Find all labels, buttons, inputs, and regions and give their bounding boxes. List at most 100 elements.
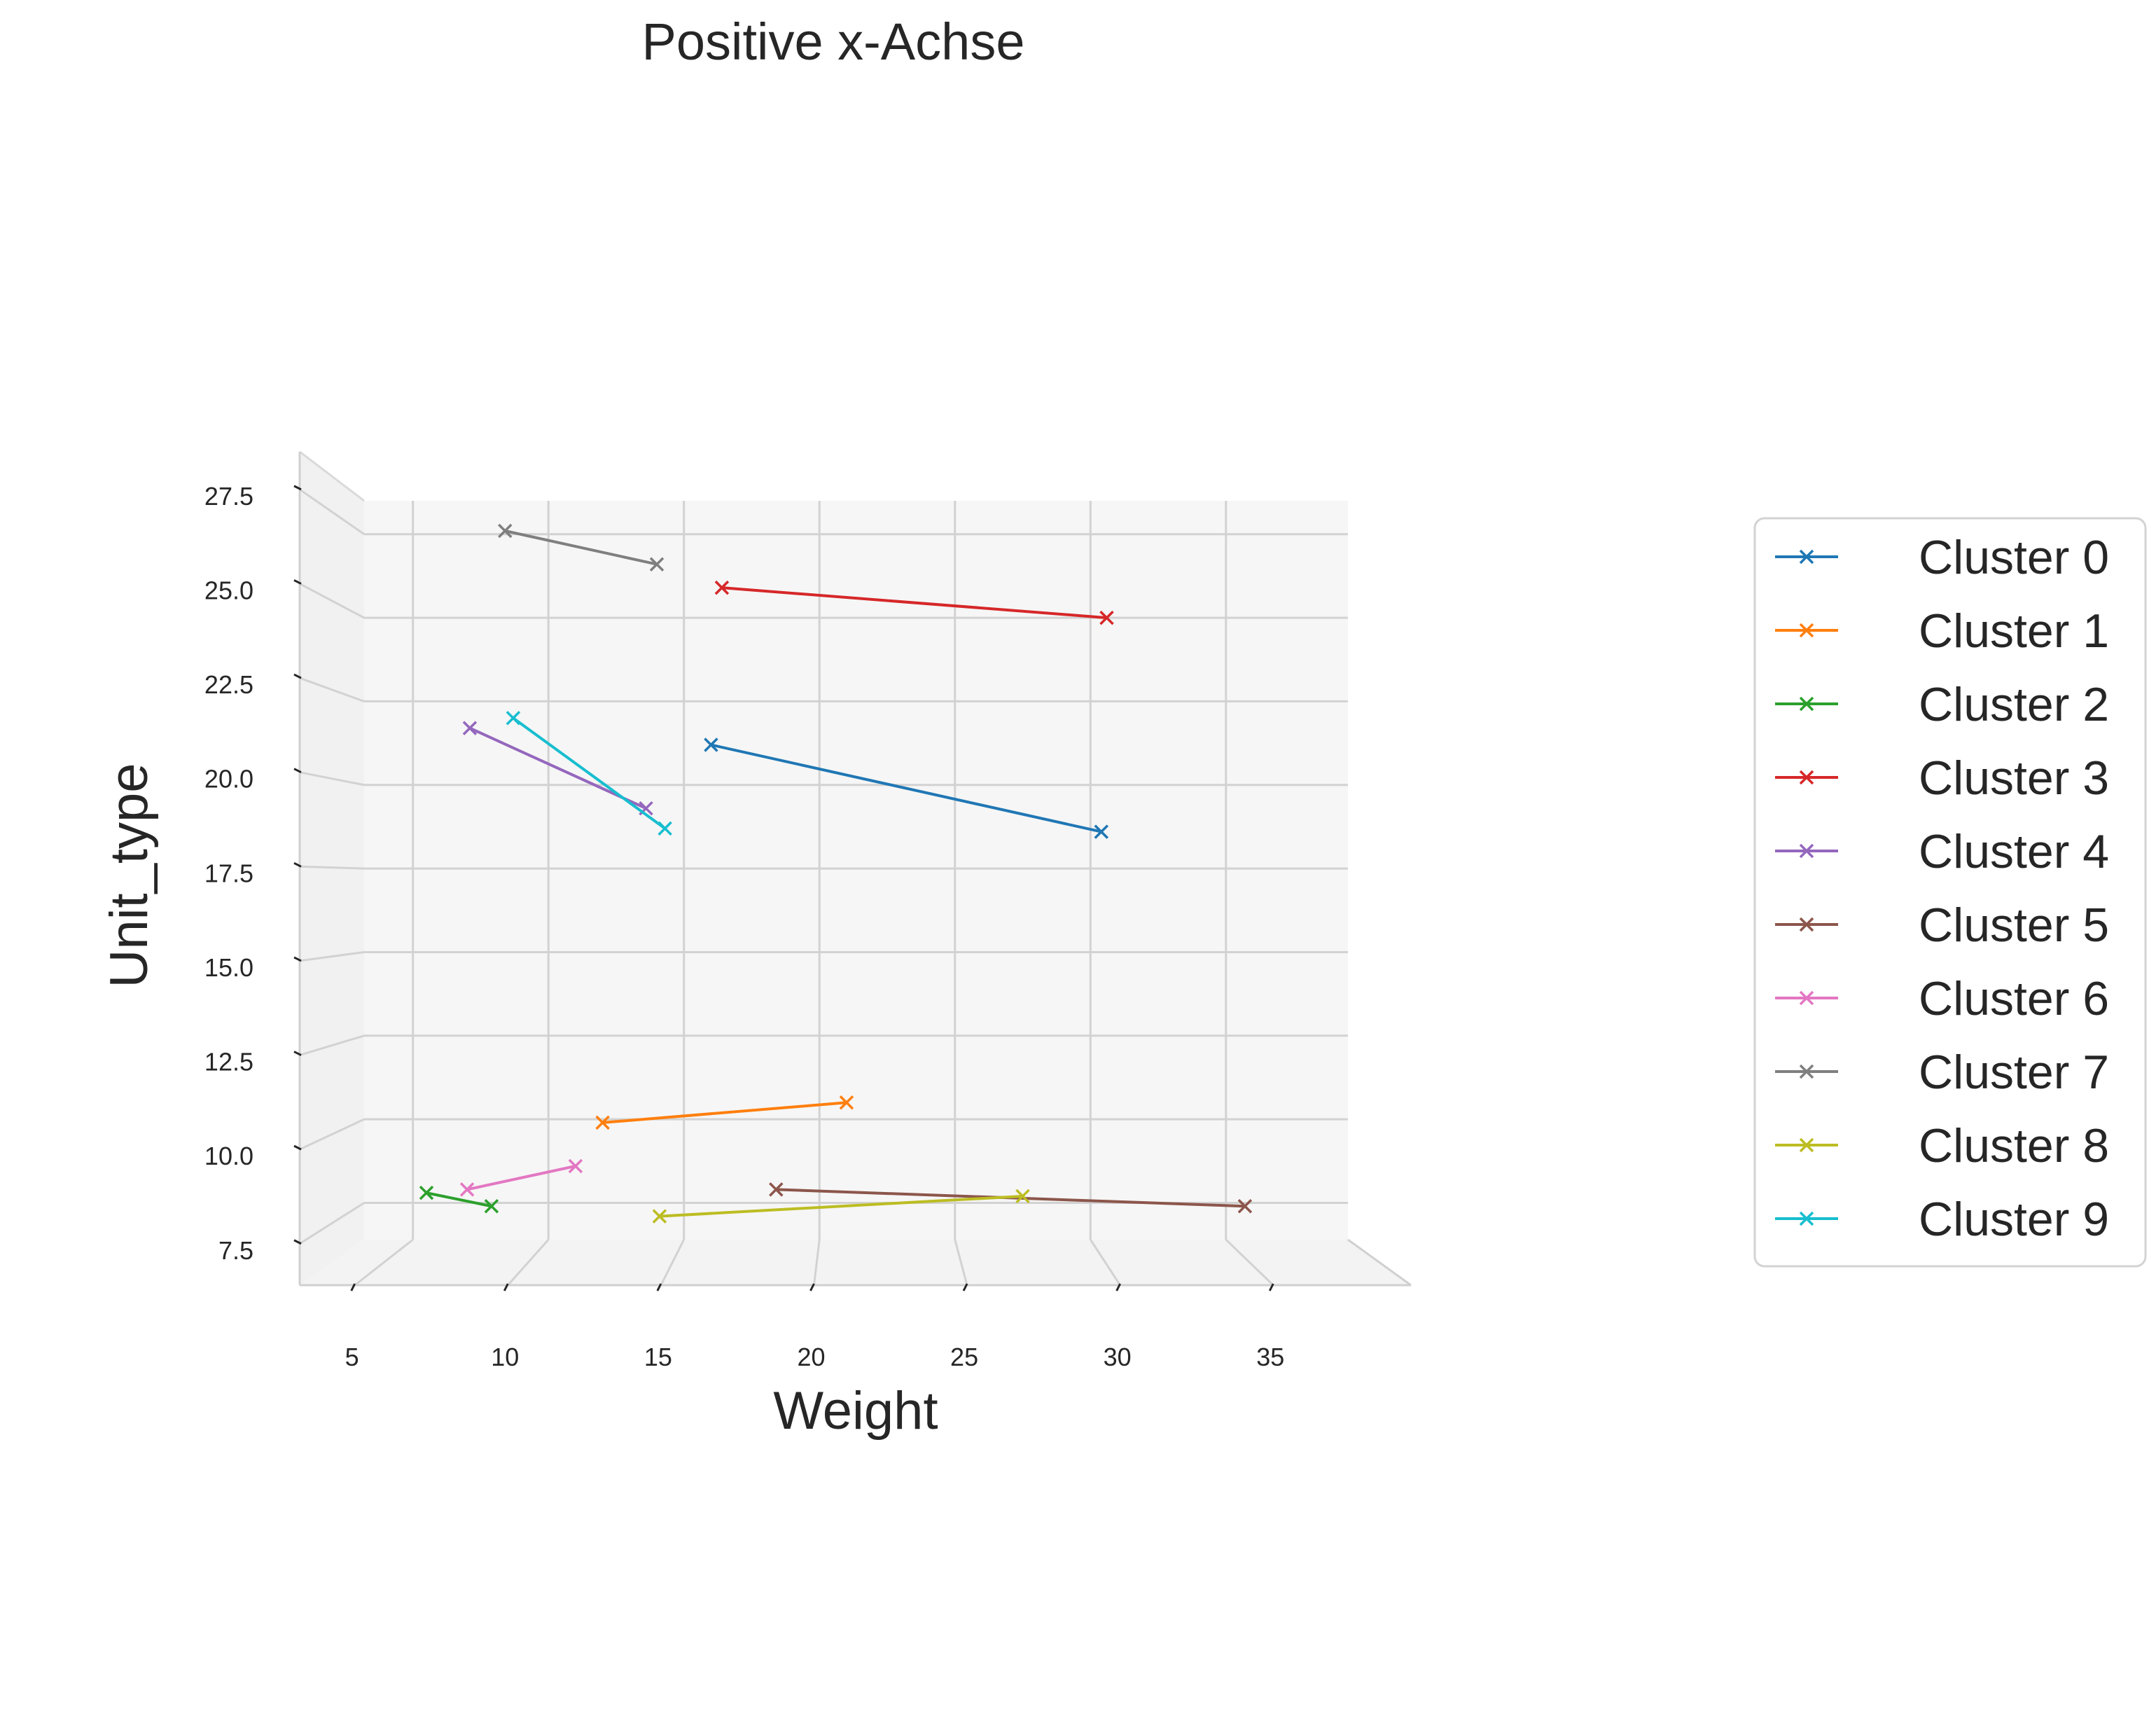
legend-entry-5: Cluster 5 — [1775, 899, 2109, 952]
series-cluster-0 — [704, 737, 1109, 839]
y-side-gridline-1 — [299, 1118, 365, 1151]
legend-marker-7-b — [1799, 1064, 1814, 1079]
point-8-1-b — [1015, 1189, 1030, 1204]
series-line-3 — [721, 586, 1107, 620]
floor-right-edge — [1347, 1238, 1412, 1287]
y-tick-label-2: 12.5 — [204, 1048, 253, 1076]
x-floor-gridline-6 — [1225, 1238, 1274, 1287]
ticks: 5 10 15 20 25 30 35 7.5 10.0 12.5 15.0 17.5 20.0 22.5… — [204, 482, 1284, 1371]
x-tick-mark-4 — [962, 1283, 968, 1291]
series-cluster-1 — [595, 1095, 854, 1130]
floor-pane — [300, 1240, 1411, 1285]
legend-entry-3: Cluster 3 — [1775, 751, 2109, 805]
point-0-0-b — [704, 737, 718, 752]
series-cluster-3 — [714, 580, 1114, 625]
series-cluster-6 — [459, 1158, 583, 1197]
point-7-1-b — [649, 557, 665, 571]
x-floor-gridline-1 — [507, 1239, 550, 1286]
x-tick-label-3: 20 — [797, 1343, 825, 1371]
x-tick-mark-1 — [503, 1283, 509, 1291]
y-tick-mark-8 — [293, 485, 302, 491]
x-floor-gridline-5 — [1090, 1239, 1121, 1286]
x-tick-mark-2 — [656, 1283, 662, 1291]
point-9-0-b — [506, 711, 521, 726]
y-side-gridline-3 — [299, 950, 365, 962]
y-side-gridline-0 — [299, 1202, 365, 1245]
legend-label-6: Cluster 6 — [1919, 972, 2109, 1025]
y-tick-mark-2 — [293, 1051, 302, 1056]
point-5-0-b — [769, 1182, 784, 1197]
legend-marker-6-b — [1799, 990, 1814, 1006]
legend-label-3: Cluster 3 — [1919, 751, 2109, 805]
x-tick-mark-3 — [809, 1283, 815, 1291]
point-4-0-b — [462, 721, 478, 735]
y-tick-mark-0 — [293, 1239, 302, 1245]
grid — [299, 488, 1348, 1287]
series-line-8 — [659, 1194, 1023, 1218]
x-tick-label-2: 15 — [644, 1343, 672, 1371]
legend-marker-2-b — [1799, 696, 1814, 712]
y-side-gridline-4 — [299, 865, 365, 870]
y-tick-label-3: 15.0 — [204, 953, 253, 982]
legend-marker-1-b — [1799, 623, 1814, 638]
series-line-1 — [602, 1101, 847, 1124]
point-0-1-b — [1094, 824, 1109, 839]
x-tick-label-4: 25 — [950, 1343, 978, 1371]
y-tick-label-0: 7.5 — [218, 1236, 253, 1265]
x-tick-mark-6 — [1268, 1283, 1274, 1291]
y-tick-mark-6 — [293, 673, 302, 679]
pane-edges — [298, 450, 1412, 1287]
series-cluster-2 — [419, 1185, 499, 1214]
back-pane — [364, 501, 1348, 1240]
x-tick-label-6: 35 — [1256, 1343, 1284, 1371]
x-floor-gridline-3 — [812, 1239, 821, 1286]
x-tick-label-1: 10 — [491, 1343, 519, 1371]
series-line-9 — [512, 716, 666, 830]
point-3-0-b — [714, 580, 730, 595]
legend-label-0: Cluster 0 — [1919, 531, 2109, 584]
legend-marker-4-b — [1799, 843, 1814, 859]
legend-label-4: Cluster 4 — [1919, 825, 2109, 878]
legend-marker-3-b — [1799, 770, 1814, 785]
axes-panes — [300, 452, 1411, 1285]
legend-label-2: Cluster 2 — [1919, 678, 2109, 731]
point-2-1-b — [484, 1199, 499, 1214]
y-tick-mark-7 — [293, 579, 302, 585]
point-3-1-b — [1099, 610, 1114, 625]
legend-entry-9: Cluster 9 — [1775, 1193, 2109, 1246]
series-line-7 — [504, 529, 658, 566]
legend-label-1: Cluster 1 — [1919, 604, 2109, 658]
y-tick-mark-5 — [293, 768, 302, 774]
point-1-0-b — [595, 1115, 610, 1130]
point-5-1-b — [1237, 1199, 1253, 1214]
point-6-0-b — [459, 1182, 475, 1197]
legend-label-8: Cluster 8 — [1919, 1119, 2109, 1172]
y-tick-mark-4 — [293, 861, 302, 868]
y-side-gridline-8 — [299, 488, 365, 535]
y-tick-mark-1 — [293, 1144, 302, 1151]
y-tick-label-5: 20.0 — [204, 765, 253, 794]
legend-entry-1: Cluster 1 — [1775, 604, 2109, 658]
series-line-2 — [426, 1191, 492, 1208]
y-tick-label-1: 10.0 — [204, 1142, 253, 1170]
point-2-0-b — [419, 1185, 434, 1200]
point-1-1-b — [839, 1095, 854, 1110]
chart-title: Positive x-Achse — [642, 13, 1025, 71]
legend: Cluster 0 Cluster 1 Cluster 2 Cluster 3 Clus… — [1753, 517, 2147, 1268]
legend-entry-4: Cluster 4 — [1775, 825, 2109, 878]
series-cluster-8 — [652, 1189, 1030, 1224]
legend-marker-9-b — [1799, 1211, 1814, 1226]
x-floor-gridline-0 — [354, 1238, 414, 1287]
x-floor-gridline-2 — [660, 1239, 686, 1286]
legend-label-9: Cluster 9 — [1919, 1193, 2109, 1246]
y-tick-label-4: 17.5 — [204, 859, 253, 887]
legend-marker-8-b — [1799, 1137, 1814, 1153]
legend-entry-0: Cluster 0 — [1775, 531, 2109, 584]
legend-frame — [1753, 517, 2147, 1268]
point-9-1-b — [658, 821, 672, 836]
series-line-0 — [710, 743, 1102, 833]
y-side-gridline-6 — [299, 677, 365, 702]
legend-marker-5-b — [1799, 917, 1814, 932]
y-tick-mark-3 — [293, 956, 302, 962]
